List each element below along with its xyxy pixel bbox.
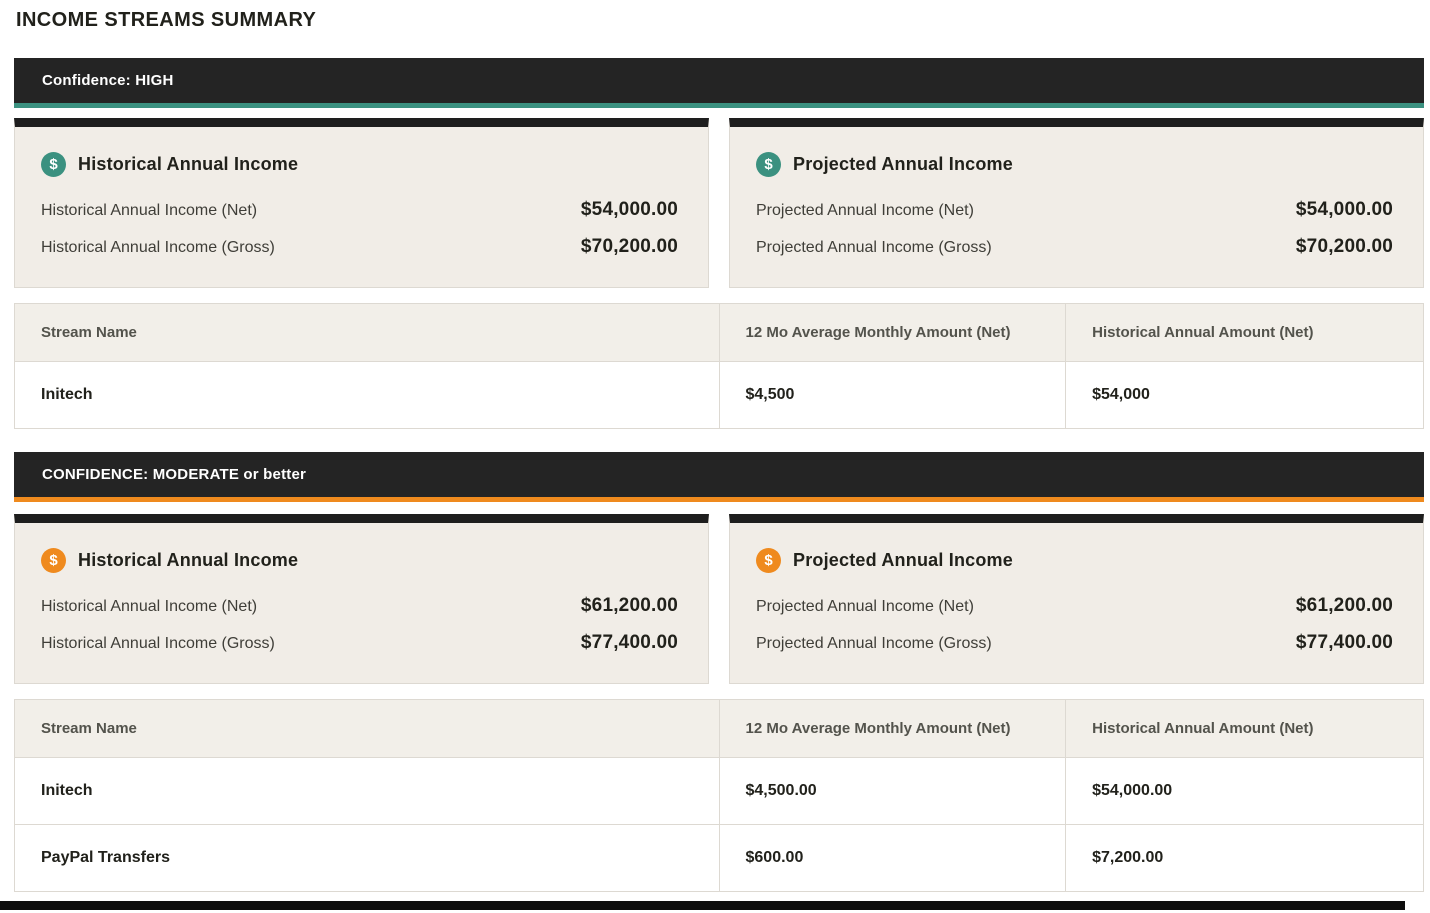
card-header: $ Historical Annual Income xyxy=(41,548,678,573)
projected-annual-income-card-moderate: $ Projected Annual Income Projected Annu… xyxy=(729,514,1424,684)
card-row-net: Projected Annual Income (Net) $61,200.00 xyxy=(756,595,1393,617)
card-row-gross: Historical Annual Income (Gross) $77,400… xyxy=(41,632,678,654)
streams-table-high: Stream Name 12 Mo Average Monthly Amount… xyxy=(14,303,1424,429)
column-header-avg-monthly: 12 Mo Average Monthly Amount (Net) xyxy=(718,303,1067,362)
column-header-stream-name: Stream Name xyxy=(14,303,720,362)
confidence-high-banner-label: Confidence: HIGH xyxy=(42,72,174,89)
table-row: Initech $4,500.00 $54,000.00 xyxy=(14,757,1424,825)
historical-annual-income-card-moderate: $ Historical Annual Income Historical An… xyxy=(14,514,709,684)
card-row-value: $54,000.00 xyxy=(580,199,678,220)
confidence-moderate-banner-label: CONFIDENCE: MODERATE or better xyxy=(42,466,307,483)
card-title-projected: Projected Annual Income xyxy=(793,550,1013,570)
summary-cards-moderate: $ Historical Annual Income Historical An… xyxy=(14,514,1424,684)
card-row-label: Projected Annual Income (Net) xyxy=(756,598,974,615)
confidence-moderate-banner: CONFIDENCE: MODERATE or better xyxy=(14,452,1424,502)
card-row-label: Historical Annual Income (Gross) xyxy=(41,239,275,256)
column-header-stream-name: Stream Name xyxy=(14,699,720,758)
column-header-annual-amount: Historical Annual Amount (Net) xyxy=(1065,699,1424,758)
card-row-net: Projected Annual Income (Net) $54,000.00 xyxy=(756,199,1393,221)
table-header-row: Stream Name 12 Mo Average Monthly Amount… xyxy=(14,699,1424,758)
dollar-circle-icon: $ xyxy=(41,152,66,177)
card-row-value: $61,200.00 xyxy=(580,595,678,616)
column-header-avg-monthly: 12 Mo Average Monthly Amount (Net) xyxy=(718,699,1067,758)
card-row-gross: Projected Annual Income (Gross) $70,200.… xyxy=(756,236,1393,258)
card-row-label: Historical Annual Income (Net) xyxy=(41,202,258,219)
stream-name-cell: Initech xyxy=(14,757,720,825)
card-header: $ Projected Annual Income xyxy=(756,152,1393,177)
card-row-value: $61,200.00 xyxy=(1295,595,1393,616)
card-row-value: $70,200.00 xyxy=(1295,236,1393,257)
card-title-historical: Historical Annual Income xyxy=(78,550,299,570)
avg-monthly-cell: $4,500 xyxy=(718,361,1067,429)
stream-name-cell: PayPal Transfers xyxy=(14,824,720,892)
summary-cards-high: $ Historical Annual Income Historical An… xyxy=(14,118,1424,288)
card-row-label: Historical Annual Income (Gross) xyxy=(41,635,275,652)
dollar-circle-icon: $ xyxy=(756,152,781,177)
confidence-high-banner: Confidence: HIGH xyxy=(14,58,1424,108)
annual-amount-cell: $54,000 xyxy=(1065,361,1424,429)
card-row-value: $70,200.00 xyxy=(580,236,678,257)
page-title: INCOME STREAMS SUMMARY xyxy=(16,9,317,31)
avg-monthly-cell: $4,500.00 xyxy=(718,757,1067,825)
dollar-circle-icon: $ xyxy=(756,548,781,573)
card-row-value: $54,000.00 xyxy=(1295,199,1393,220)
card-row-gross: Historical Annual Income (Gross) $70,200… xyxy=(41,236,678,258)
column-header-annual-amount: Historical Annual Amount (Net) xyxy=(1065,303,1424,362)
card-row-label: Historical Annual Income (Net) xyxy=(41,598,258,615)
projected-annual-income-card-high: $ Projected Annual Income Projected Annu… xyxy=(729,118,1424,288)
table-row: Initech $4,500 $54,000 xyxy=(14,361,1424,429)
table-row: PayPal Transfers $600.00 $7,200.00 xyxy=(14,824,1424,892)
historical-annual-income-card-high: $ Historical Annual Income Historical An… xyxy=(14,118,709,288)
annual-amount-cell: $54,000.00 xyxy=(1065,757,1424,825)
streams-table-moderate: Stream Name 12 Mo Average Monthly Amount… xyxy=(14,699,1424,892)
bottom-black-bar xyxy=(0,901,1405,910)
dollar-circle-icon: $ xyxy=(41,548,66,573)
card-header: $ Historical Annual Income xyxy=(41,152,678,177)
section-confidence-moderate: CONFIDENCE: MODERATE or better $ Histori… xyxy=(14,452,1424,892)
card-title-projected: Projected Annual Income xyxy=(793,154,1013,174)
card-header: $ Projected Annual Income xyxy=(756,548,1393,573)
card-row-label: Projected Annual Income (Gross) xyxy=(756,635,992,652)
card-title-historical: Historical Annual Income xyxy=(78,154,299,174)
card-row-gross: Projected Annual Income (Gross) $77,400.… xyxy=(756,632,1393,654)
table-header-row: Stream Name 12 Mo Average Monthly Amount… xyxy=(14,303,1424,362)
card-row-label: Projected Annual Income (Net) xyxy=(756,202,974,219)
annual-amount-cell: $7,200.00 xyxy=(1065,824,1424,892)
avg-monthly-cell: $600.00 xyxy=(718,824,1067,892)
income-streams-report: INCOME STREAMS SUMMARY Confidence: HIGH … xyxy=(14,9,1424,892)
card-row-net: Historical Annual Income (Net) $54,000.0… xyxy=(41,199,678,221)
stream-name-cell: Initech xyxy=(14,361,720,429)
card-row-net: Historical Annual Income (Net) $61,200.0… xyxy=(41,595,678,617)
card-row-value: $77,400.00 xyxy=(1295,632,1393,653)
card-row-value: $77,400.00 xyxy=(580,632,678,653)
section-confidence-high: Confidence: HIGH $ Historical Annual Inc… xyxy=(14,58,1424,429)
card-row-label: Projected Annual Income (Gross) xyxy=(756,239,992,256)
